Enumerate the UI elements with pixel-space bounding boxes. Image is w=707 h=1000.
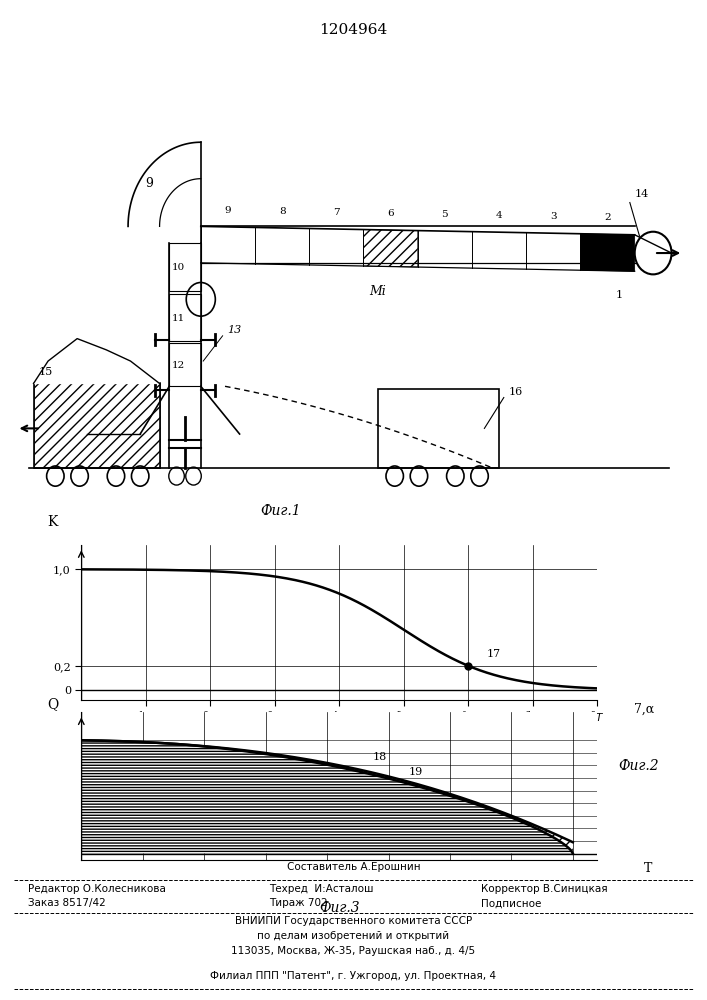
- Text: Филиал ППП "Патент", г. Ужгород, ул. Проектная, 4: Филиал ППП "Патент", г. Ужгород, ул. Про…: [211, 971, 496, 981]
- Bar: [33, 383, 160, 468]
- Text: 12: 12: [172, 361, 185, 370]
- Text: Корректор В.Синицкая: Корректор В.Синицкая: [481, 884, 607, 894]
- Text: 16: 16: [508, 387, 523, 397]
- Bar: [33, 383, 160, 468]
- Text: 3: 3: [550, 212, 556, 221]
- Text: 18: 18: [373, 752, 387, 762]
- Text: K: K: [48, 515, 58, 529]
- Text: Подписное: Подписное: [481, 898, 541, 908]
- Text: 1: 1: [615, 290, 622, 300]
- Text: Mi: Mi: [369, 285, 386, 298]
- Polygon shape: [580, 234, 635, 271]
- Text: 9: 9: [145, 177, 153, 190]
- Text: 5: 5: [442, 210, 448, 219]
- Text: Q: Q: [47, 698, 59, 712]
- Text: Составитель А.Ерошнин: Составитель А.Ерошнин: [286, 862, 421, 872]
- Text: 113035, Москва, Ж-35, Раушская наб., д. 4/5: 113035, Москва, Ж-35, Раушская наб., д. …: [231, 946, 476, 956]
- Text: Тираж 702: Тираж 702: [269, 898, 327, 908]
- Text: 10: 10: [172, 263, 185, 272]
- Text: Фиг.1: Фиг.1: [260, 504, 301, 518]
- Text: 19: 19: [408, 767, 422, 777]
- Text: 15: 15: [38, 367, 52, 377]
- Bar: [169, 243, 201, 291]
- Text: Редактор О.Колесникова: Редактор О.Колесникова: [28, 884, 166, 894]
- Text: Фиг.3: Фиг.3: [319, 901, 360, 915]
- Text: T: T: [644, 862, 653, 875]
- Text: Фиг.2: Фиг.2: [619, 759, 659, 773]
- Text: 13: 13: [228, 325, 242, 335]
- Text: 9: 9: [225, 206, 231, 215]
- Text: 7: 7: [333, 208, 339, 217]
- Text: 7,α: 7,α: [633, 702, 654, 715]
- Text: 8: 8: [279, 207, 286, 216]
- Bar: [169, 294, 201, 341]
- Text: 2: 2: [604, 213, 611, 222]
- Bar: [378, 389, 499, 468]
- Text: по делам изобретений и открытий: по делам изобретений и открытий: [257, 931, 450, 941]
- Text: 4: 4: [496, 211, 503, 220]
- Text: 1204964: 1204964: [320, 23, 387, 37]
- Text: Техред  И:Асталош: Техред И:Асталош: [269, 884, 373, 894]
- Text: 14: 14: [635, 189, 649, 199]
- Text: 17: 17: [486, 649, 501, 659]
- Text: 6: 6: [387, 209, 394, 218]
- Text: ВНИИПИ Государственного комитета СССР: ВНИИПИ Государственного комитета СССР: [235, 916, 472, 926]
- Polygon shape: [33, 339, 160, 383]
- Text: 11: 11: [172, 314, 185, 323]
- Text: Заказ 8517/42: Заказ 8517/42: [28, 898, 106, 908]
- Bar: [169, 343, 201, 386]
